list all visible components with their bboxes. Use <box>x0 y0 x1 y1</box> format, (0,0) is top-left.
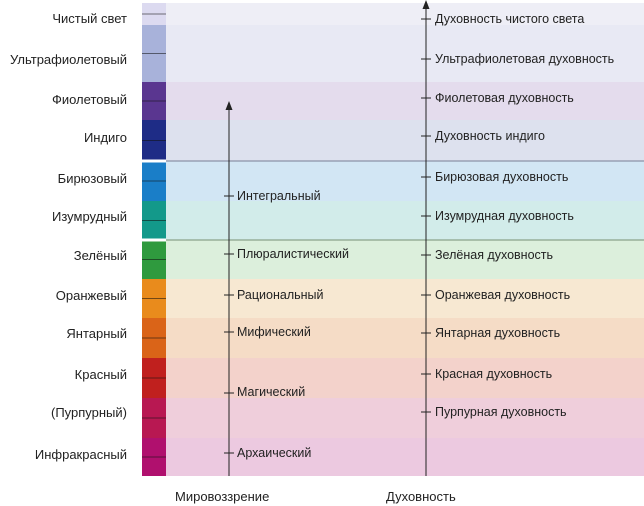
level-band <box>166 25 644 82</box>
spirituality-label: Фиолетовая духовность <box>435 91 574 105</box>
spirituality-label: Ультрафиолетовая духовность <box>435 52 615 66</box>
spirituality-axis-label: Духовность <box>386 489 456 504</box>
level-band <box>166 3 644 25</box>
spirituality-label: Изумрудная духовность <box>435 209 574 223</box>
worldview-label: Рациональный <box>237 288 324 302</box>
level-label: Фиолетовый <box>51 92 127 107</box>
level-label: Бирюзовый <box>57 171 127 186</box>
level-band <box>166 120 644 161</box>
level-label: (Пурпурный) <box>51 405 127 420</box>
spirituality-label: Янтарная духовность <box>435 326 561 340</box>
worldview-label: Архаический <box>237 446 312 460</box>
worldview-axis-label: Мировоззрение <box>175 489 270 504</box>
level-label: Оранжевый <box>55 288 127 303</box>
worldview-ticks <box>224 195 234 454</box>
level-band <box>166 358 644 398</box>
strip-ticks <box>142 13 166 458</box>
spirituality-label: Бирюзовая духовность <box>435 170 569 184</box>
worldview-axis-arrow <box>225 101 233 476</box>
level-band <box>166 201 644 240</box>
spirituality-label: Оранжевая духовность <box>435 288 571 302</box>
level-band <box>166 318 644 358</box>
level-label: Янтарный <box>66 326 127 341</box>
worldview-label: Мифический <box>237 325 311 339</box>
level-label: Изумрудный <box>52 209 127 224</box>
worldview-label: Магический <box>237 385 306 399</box>
spirituality-label: Зелёная духовность <box>435 248 554 262</box>
level-label: Ультрафиолетовый <box>10 52 127 67</box>
level-band <box>166 161 644 201</box>
spirituality-axis-arrow <box>422 0 430 476</box>
spirituality-label: Красная духовность <box>435 367 553 381</box>
level-label: Чистый свет <box>52 11 127 26</box>
level-band <box>166 398 644 438</box>
level-band <box>166 279 644 318</box>
level-band <box>166 240 644 279</box>
level-label: Зелёный <box>73 248 127 263</box>
spirituality-label: Духовность чистого света <box>435 12 585 26</box>
level-band <box>166 438 644 476</box>
spirituality-label: Духовность индиго <box>435 129 545 143</box>
level-bands <box>166 3 644 476</box>
level-label: Индиго <box>83 130 127 145</box>
worldview-label: Плюралистический <box>237 247 349 261</box>
level-label: Инфракрасный <box>34 447 127 462</box>
worldview-label: Интегральный <box>237 189 321 203</box>
spirituality-ticks <box>421 18 431 413</box>
level-band <box>166 82 644 120</box>
level-label: Красный <box>74 367 127 382</box>
spirituality-label: Пурпурная духовность <box>435 405 567 419</box>
